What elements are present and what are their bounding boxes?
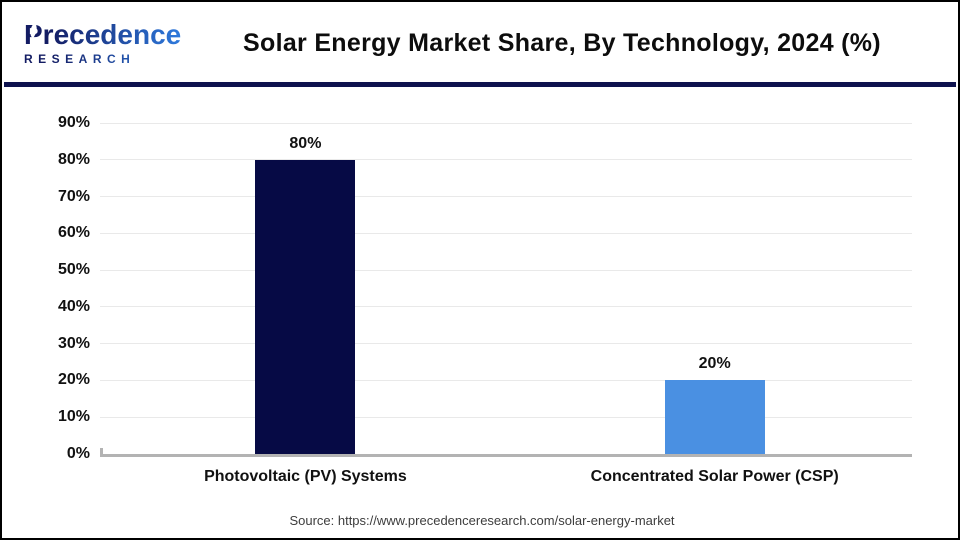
x-axis-line: [100, 454, 912, 457]
chart-title: Solar Energy Market Share, By Technology…: [243, 28, 881, 57]
y-axis-tick-label: 50%: [57, 261, 90, 279]
gridline: [100, 306, 912, 308]
gridline: [100, 232, 912, 234]
y-axis-tick-label: 40%: [57, 297, 90, 315]
bar-photovoltaic-pv-systems: [255, 159, 356, 454]
y-axis-tick-label: 90%: [57, 114, 90, 131]
y-axis-stub: [100, 448, 103, 457]
bar-value-label: 80%: [289, 134, 322, 152]
source-text: Source: https://www.precedenceresearch.c…: [289, 513, 675, 528]
gridline: [100, 159, 912, 161]
y-axis-tick-label: 0%: [66, 445, 90, 462]
gridline: [100, 196, 912, 198]
gridline: [100, 269, 912, 271]
brand-logo: Precedence RESEARCH: [24, 20, 194, 66]
bar-concentrated-solar-power-csp: [664, 380, 765, 454]
y-axis-tick-label: 10%: [57, 408, 90, 426]
y-axis-tick-label: 60%: [57, 224, 90, 242]
y-axis-tick-label: 70%: [57, 187, 90, 205]
gridline: [100, 379, 912, 381]
header: Precedence RESEARCH Solar Energy Market …: [4, 4, 956, 82]
header-divider: [4, 82, 956, 87]
x-axis-category-label: Photovoltaic (PV) Systems: [204, 468, 407, 485]
gridline: [100, 416, 912, 418]
brand-logo-wordmark: Precedence: [24, 20, 194, 50]
y-axis-tick-label: 20%: [57, 371, 90, 389]
y-axis-tick-label: 30%: [57, 334, 90, 352]
y-axis-tick-label: 80%: [57, 150, 90, 168]
bar-value-label: 20%: [698, 355, 731, 373]
gridline: [100, 122, 912, 124]
x-axis-category-label: Concentrated Solar Power (CSP): [590, 468, 839, 485]
brand-logo-subtitle: RESEARCH: [24, 52, 194, 66]
gridline: [100, 343, 912, 345]
